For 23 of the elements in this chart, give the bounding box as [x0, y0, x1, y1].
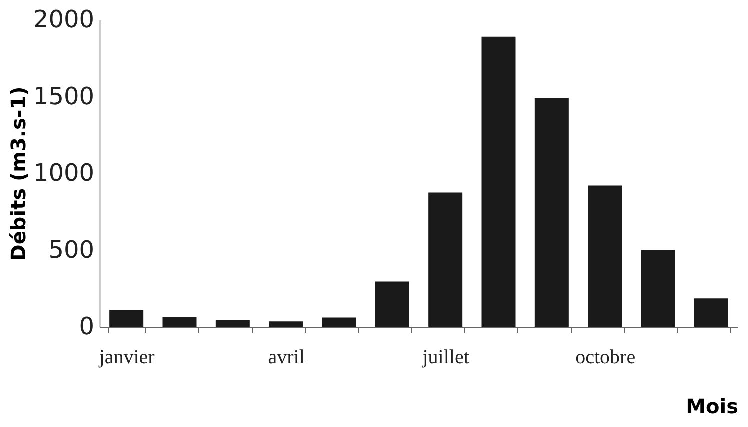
bar	[269, 322, 304, 327]
bar	[534, 98, 569, 327]
bar	[375, 282, 410, 327]
bar	[641, 250, 676, 327]
x-tick-label: juillet	[422, 346, 470, 368]
y-tick-label: 1000	[33, 159, 94, 187]
y-tick-label: 1500	[33, 82, 94, 110]
y-tick-label: 2000	[33, 6, 94, 34]
bar	[428, 192, 463, 327]
y-tick-label: 0	[79, 312, 94, 340]
bar	[694, 298, 728, 327]
x-tick-label: octobre	[576, 346, 636, 368]
bar	[110, 310, 144, 327]
bar	[588, 186, 622, 327]
bar	[162, 317, 197, 327]
y-axis-title: Débits (m3.s-1)	[6, 86, 30, 262]
x-tick-label: avril	[268, 346, 306, 368]
x-axis-title: Mois	[686, 394, 738, 418]
bar	[216, 320, 250, 327]
bar	[322, 318, 356, 327]
x-tick-label: janvier	[98, 346, 156, 368]
y-tick-label: 500	[48, 236, 94, 264]
bar	[482, 36, 516, 327]
